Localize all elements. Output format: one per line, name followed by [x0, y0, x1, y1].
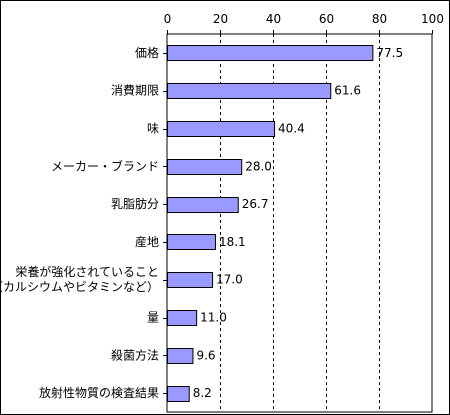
bar	[167, 197, 239, 213]
value-label: 18.1	[219, 235, 246, 249]
value-label: 77.5	[376, 46, 403, 60]
x-tick-label: 80	[372, 12, 387, 26]
value-label: 40.4	[278, 122, 305, 136]
value-label: 28.0	[245, 159, 272, 173]
value-label: 17.0	[216, 273, 243, 287]
category-label: 乳脂肪分	[111, 196, 159, 211]
bar	[167, 83, 332, 99]
category-label: 消費期限	[111, 83, 159, 98]
x-tick-label: 40	[266, 12, 281, 26]
category-label: 産地	[135, 234, 159, 249]
category-label: メーカー・ブランド	[51, 158, 159, 173]
bar	[167, 386, 190, 402]
category-label: 量	[147, 311, 159, 325]
x-tick-label: 20	[213, 12, 228, 26]
bar	[167, 348, 194, 364]
bar	[167, 234, 216, 250]
category-label: 栄養が強化されていること	[15, 264, 159, 279]
category-label: 放射性物質の検査結果	[39, 385, 159, 400]
category-label: 殺菌方法	[111, 347, 159, 362]
category-label: （カルシウムやビタミンなど）	[1, 280, 159, 294]
value-label: 61.6	[334, 84, 361, 98]
category-label: 味	[147, 122, 159, 136]
bar	[167, 272, 214, 288]
category-label: 価格	[135, 45, 159, 60]
bar	[167, 310, 198, 326]
bar	[167, 45, 374, 61]
x-tick-label: 60	[319, 12, 334, 26]
value-label: 26.7	[242, 197, 269, 211]
bar	[167, 121, 276, 137]
bar	[167, 159, 243, 175]
value-label: 9.6	[196, 348, 215, 362]
value-label: 11.0	[200, 311, 227, 325]
x-tick-label: 0	[164, 12, 172, 26]
x-tick-label: 100	[421, 12, 444, 26]
value-label: 8.2	[193, 386, 212, 400]
